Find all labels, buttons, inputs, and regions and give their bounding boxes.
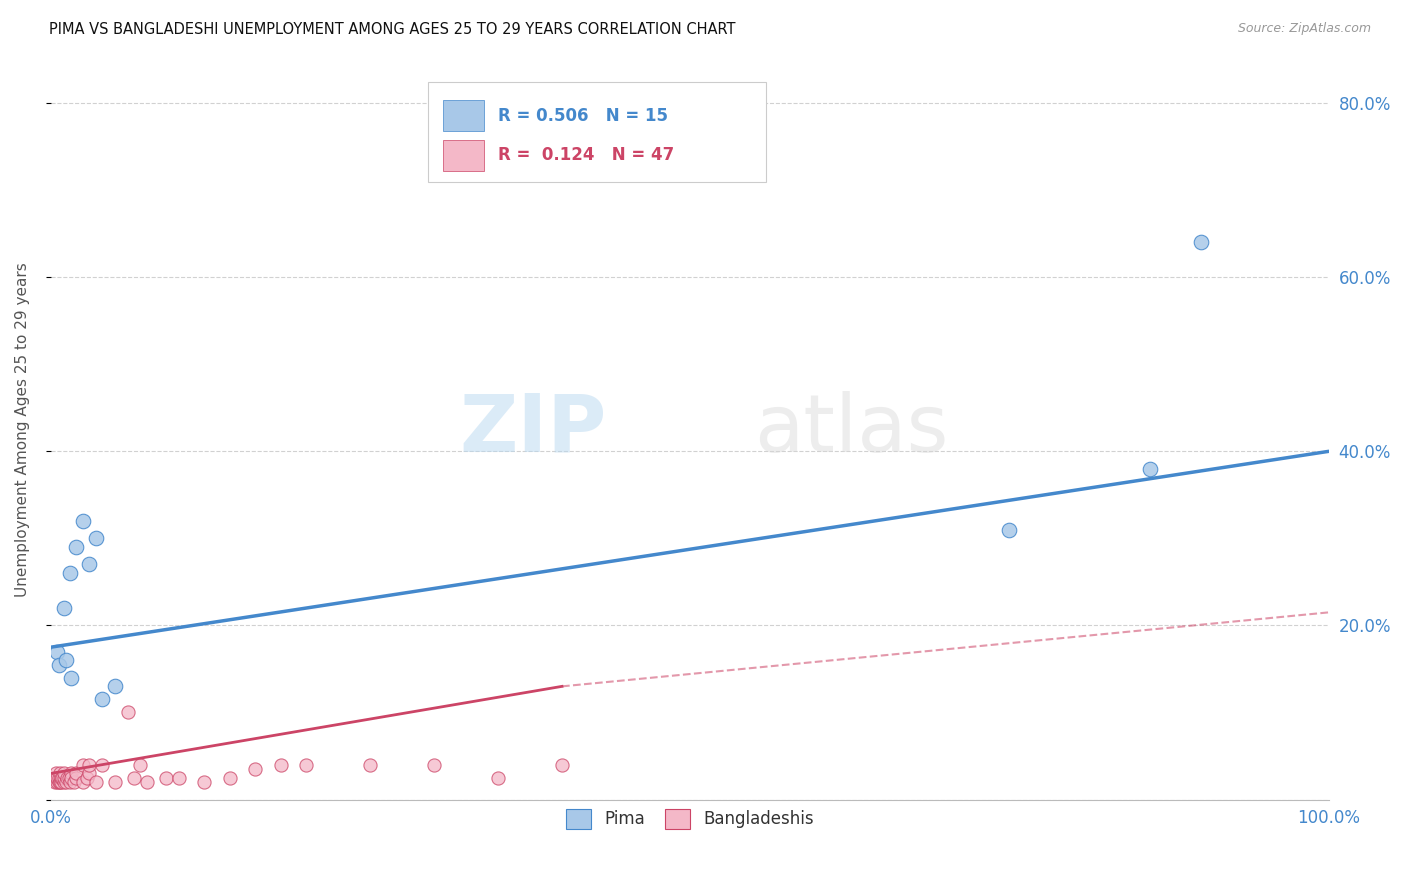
Point — [155, 771, 177, 785]
Point — [77, 558, 100, 572]
Point — [52, 771, 75, 785]
Point — [48, 771, 70, 785]
Text: ZIP: ZIP — [460, 391, 607, 468]
Point — [193, 775, 215, 789]
Point — [104, 679, 127, 693]
Point — [84, 775, 107, 789]
Point — [122, 771, 145, 785]
Point — [55, 653, 77, 667]
Point — [72, 514, 94, 528]
Point — [46, 775, 69, 789]
Point — [45, 771, 67, 785]
Point — [72, 757, 94, 772]
FancyBboxPatch shape — [427, 82, 766, 182]
Point — [52, 766, 75, 780]
Point — [52, 775, 75, 789]
Point — [72, 775, 94, 789]
Point — [270, 757, 292, 772]
Point — [59, 566, 82, 581]
Point — [52, 601, 75, 615]
Point — [65, 766, 87, 780]
Point — [46, 644, 69, 658]
Point — [245, 762, 267, 776]
Point — [104, 775, 127, 789]
Point — [84, 532, 107, 546]
Text: R = 0.506   N = 15: R = 0.506 N = 15 — [498, 107, 668, 125]
Point — [45, 766, 67, 780]
Point — [59, 775, 82, 789]
Point — [77, 766, 100, 780]
Point — [359, 757, 381, 772]
Point — [63, 775, 86, 789]
Point — [44, 775, 66, 789]
Point — [49, 775, 72, 789]
FancyBboxPatch shape — [443, 100, 484, 131]
Point — [48, 657, 70, 672]
Point — [218, 771, 240, 785]
Point — [60, 771, 83, 785]
Point — [65, 540, 87, 554]
Point — [135, 775, 157, 789]
Point — [486, 771, 509, 785]
Point — [551, 757, 574, 772]
Point — [56, 771, 79, 785]
Point — [77, 757, 100, 772]
Point — [1189, 235, 1212, 250]
Point — [60, 766, 83, 780]
Point — [65, 771, 87, 785]
Point — [49, 766, 72, 780]
Point — [48, 775, 70, 789]
Text: atlas: atlas — [754, 391, 948, 468]
Point — [167, 771, 190, 785]
Point — [49, 771, 72, 785]
Point — [55, 775, 77, 789]
Point — [76, 771, 98, 785]
Legend: Pima, Bangladeshis: Pima, Bangladeshis — [560, 802, 821, 836]
Text: R =  0.124   N = 47: R = 0.124 N = 47 — [498, 146, 675, 164]
Text: Source: ZipAtlas.com: Source: ZipAtlas.com — [1237, 22, 1371, 36]
Point — [60, 671, 83, 685]
Point — [49, 775, 72, 789]
Point — [129, 757, 152, 772]
Point — [117, 706, 139, 720]
Point — [46, 771, 69, 785]
Point — [423, 757, 446, 772]
Point — [51, 771, 73, 785]
Text: PIMA VS BANGLADESHI UNEMPLOYMENT AMONG AGES 25 TO 29 YEARS CORRELATION CHART: PIMA VS BANGLADESHI UNEMPLOYMENT AMONG A… — [49, 22, 735, 37]
Point — [91, 757, 114, 772]
Y-axis label: Unemployment Among Ages 25 to 29 years: Unemployment Among Ages 25 to 29 years — [15, 262, 30, 597]
Point — [998, 523, 1021, 537]
Point — [91, 692, 114, 706]
Point — [295, 757, 318, 772]
Point — [58, 771, 80, 785]
Point — [1139, 461, 1161, 475]
FancyBboxPatch shape — [443, 139, 484, 170]
